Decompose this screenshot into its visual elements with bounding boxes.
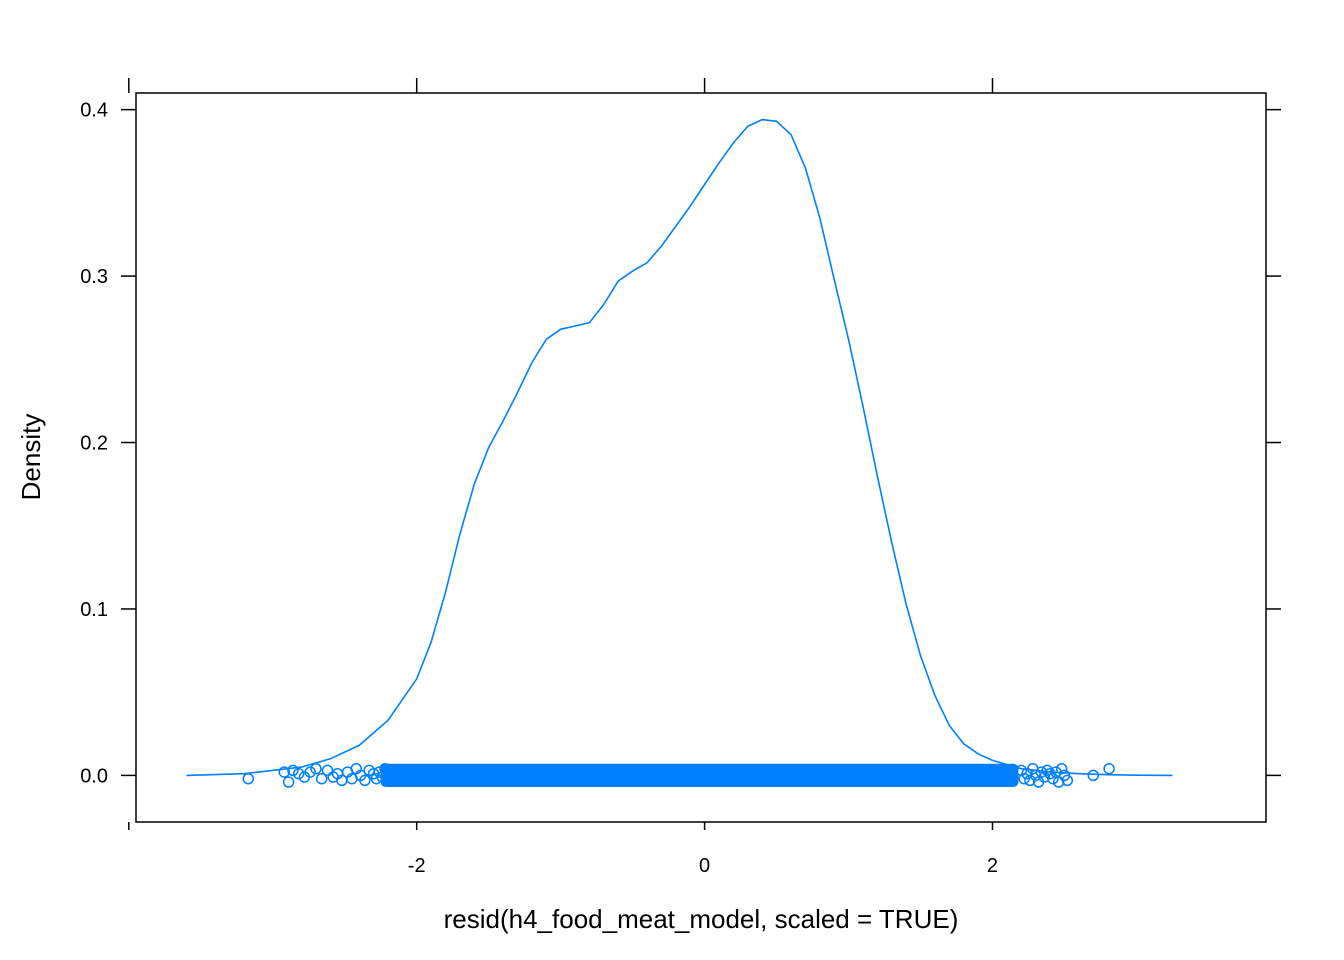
rug-point [1047,772,1059,785]
rug-point [287,764,299,777]
plot-frame [135,92,1267,823]
y-axis-title: Density [16,414,46,501]
y-axis-left: 0.0 0.1 0.2 0.3 0.4 [80,100,136,787]
rug-point [242,772,255,785]
x-axis-bottom: -2 0 2 [128,822,998,877]
density-curve [186,118,1173,777]
rug-point [321,764,334,777]
rug-point [278,766,291,778]
y-tick-label: 0.4 [80,100,108,122]
x-tick-label: -2 [408,855,426,877]
rug-point [379,762,391,775]
y-axis-right [1266,108,1281,777]
rug-point [1061,774,1074,787]
rug-point [304,766,316,778]
y-tick-label: 0.1 [80,599,108,621]
x-axis-title: resid(h4_food_meat_model, scaled = TRUE) [444,904,959,934]
rug-point [282,776,295,788]
rug-point [1052,776,1065,788]
rug-point [292,767,305,780]
rug-band-fill [380,763,1019,788]
y-tick-label: 0.0 [80,765,108,787]
x-tick-label: 2 [987,855,998,877]
y-tick-label: 0.2 [80,433,108,455]
rug-point [315,772,328,785]
x-tick-label: 0 [699,855,710,877]
rug-point [370,772,383,785]
rug-band [380,763,1019,788]
rug-point [1103,762,1115,775]
rug-points [242,762,1115,788]
x-axis-top [128,78,994,93]
rug-point [359,774,371,787]
rug-point [1055,762,1068,775]
y-tick-label: 0.3 [80,266,108,288]
rug-point [1087,769,1100,782]
rug-point [310,762,322,775]
